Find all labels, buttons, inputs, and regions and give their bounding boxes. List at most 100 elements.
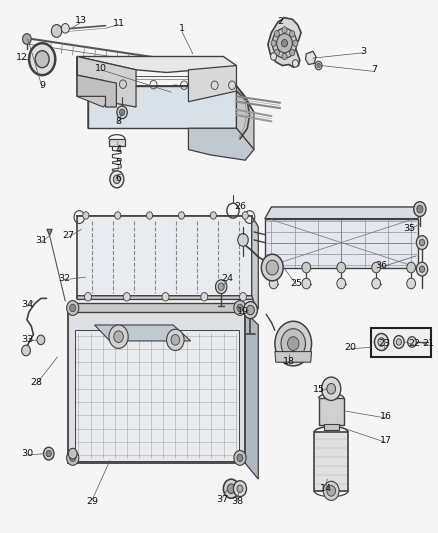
Circle shape [67,450,79,465]
Circle shape [274,30,279,37]
Text: 11: 11 [113,19,124,28]
Polygon shape [109,139,125,146]
Circle shape [302,262,311,273]
Circle shape [261,254,283,281]
Circle shape [162,293,169,301]
Circle shape [293,40,298,46]
Circle shape [372,262,381,273]
Circle shape [417,236,427,249]
Text: 5: 5 [116,158,122,167]
Text: 31: 31 [35,237,47,246]
Circle shape [166,329,184,351]
Text: 38: 38 [231,497,244,506]
Circle shape [51,25,62,37]
Text: 9: 9 [39,81,45,90]
Polygon shape [188,128,254,160]
Polygon shape [77,56,136,107]
Text: 34: 34 [22,300,34,309]
Text: 17: 17 [380,437,392,446]
Circle shape [120,109,125,116]
Circle shape [282,27,287,33]
Text: 36: 36 [375,261,388,270]
Text: 10: 10 [95,64,107,72]
Text: 35: 35 [403,224,415,233]
Polygon shape [265,219,418,268]
Circle shape [372,278,381,289]
Polygon shape [77,216,252,298]
Text: 15: 15 [314,385,325,394]
Circle shape [178,212,184,219]
Circle shape [271,40,276,46]
Polygon shape [68,312,245,463]
Polygon shape [77,216,254,227]
Polygon shape [237,86,254,150]
Polygon shape [77,56,112,107]
Circle shape [70,454,76,462]
Text: 27: 27 [62,231,74,240]
Circle shape [374,334,389,351]
Circle shape [238,233,248,246]
Circle shape [275,321,311,366]
Circle shape [37,335,45,345]
Circle shape [274,50,279,56]
Circle shape [242,212,248,219]
Circle shape [281,329,305,359]
Circle shape [83,212,89,219]
Circle shape [269,262,278,273]
Circle shape [85,293,92,301]
Text: 21: 21 [423,339,434,348]
Circle shape [378,338,385,346]
Circle shape [123,293,130,301]
Text: 26: 26 [234,203,246,212]
Polygon shape [252,216,258,309]
Text: 6: 6 [116,174,122,183]
Text: 30: 30 [22,449,34,458]
Circle shape [302,278,311,289]
Text: 2: 2 [277,18,283,27]
Polygon shape [245,312,258,479]
Polygon shape [75,330,239,461]
Circle shape [113,175,120,183]
Circle shape [237,304,243,312]
Circle shape [68,448,77,459]
Circle shape [35,51,49,68]
Circle shape [218,283,224,290]
Text: 28: 28 [31,378,42,387]
Circle shape [327,383,336,394]
Circle shape [288,337,299,351]
Text: 24: 24 [222,273,234,282]
Circle shape [115,212,121,219]
Circle shape [21,345,30,356]
Text: 20: 20 [344,343,356,352]
Circle shape [396,339,402,345]
Circle shape [147,212,152,219]
Bar [318,398,344,425]
Circle shape [269,278,278,289]
Polygon shape [77,56,237,78]
Circle shape [22,34,31,44]
Polygon shape [88,86,237,128]
Circle shape [61,23,69,33]
Circle shape [327,486,336,496]
Circle shape [407,262,416,273]
Circle shape [234,450,246,465]
Circle shape [277,34,292,53]
Text: 25: 25 [291,279,303,288]
Circle shape [420,266,425,272]
Text: 3: 3 [360,47,366,55]
Polygon shape [77,75,117,107]
Circle shape [29,43,55,75]
Polygon shape [77,296,253,300]
Circle shape [414,201,426,216]
Text: 29: 29 [86,497,99,506]
Polygon shape [305,51,316,64]
Text: 16: 16 [380,412,392,421]
Circle shape [233,481,247,497]
Text: 12: 12 [16,53,28,62]
Text: 33: 33 [21,335,34,344]
Polygon shape [275,352,311,362]
Circle shape [271,53,277,60]
Circle shape [282,53,287,60]
Circle shape [417,205,423,213]
Polygon shape [188,66,237,102]
